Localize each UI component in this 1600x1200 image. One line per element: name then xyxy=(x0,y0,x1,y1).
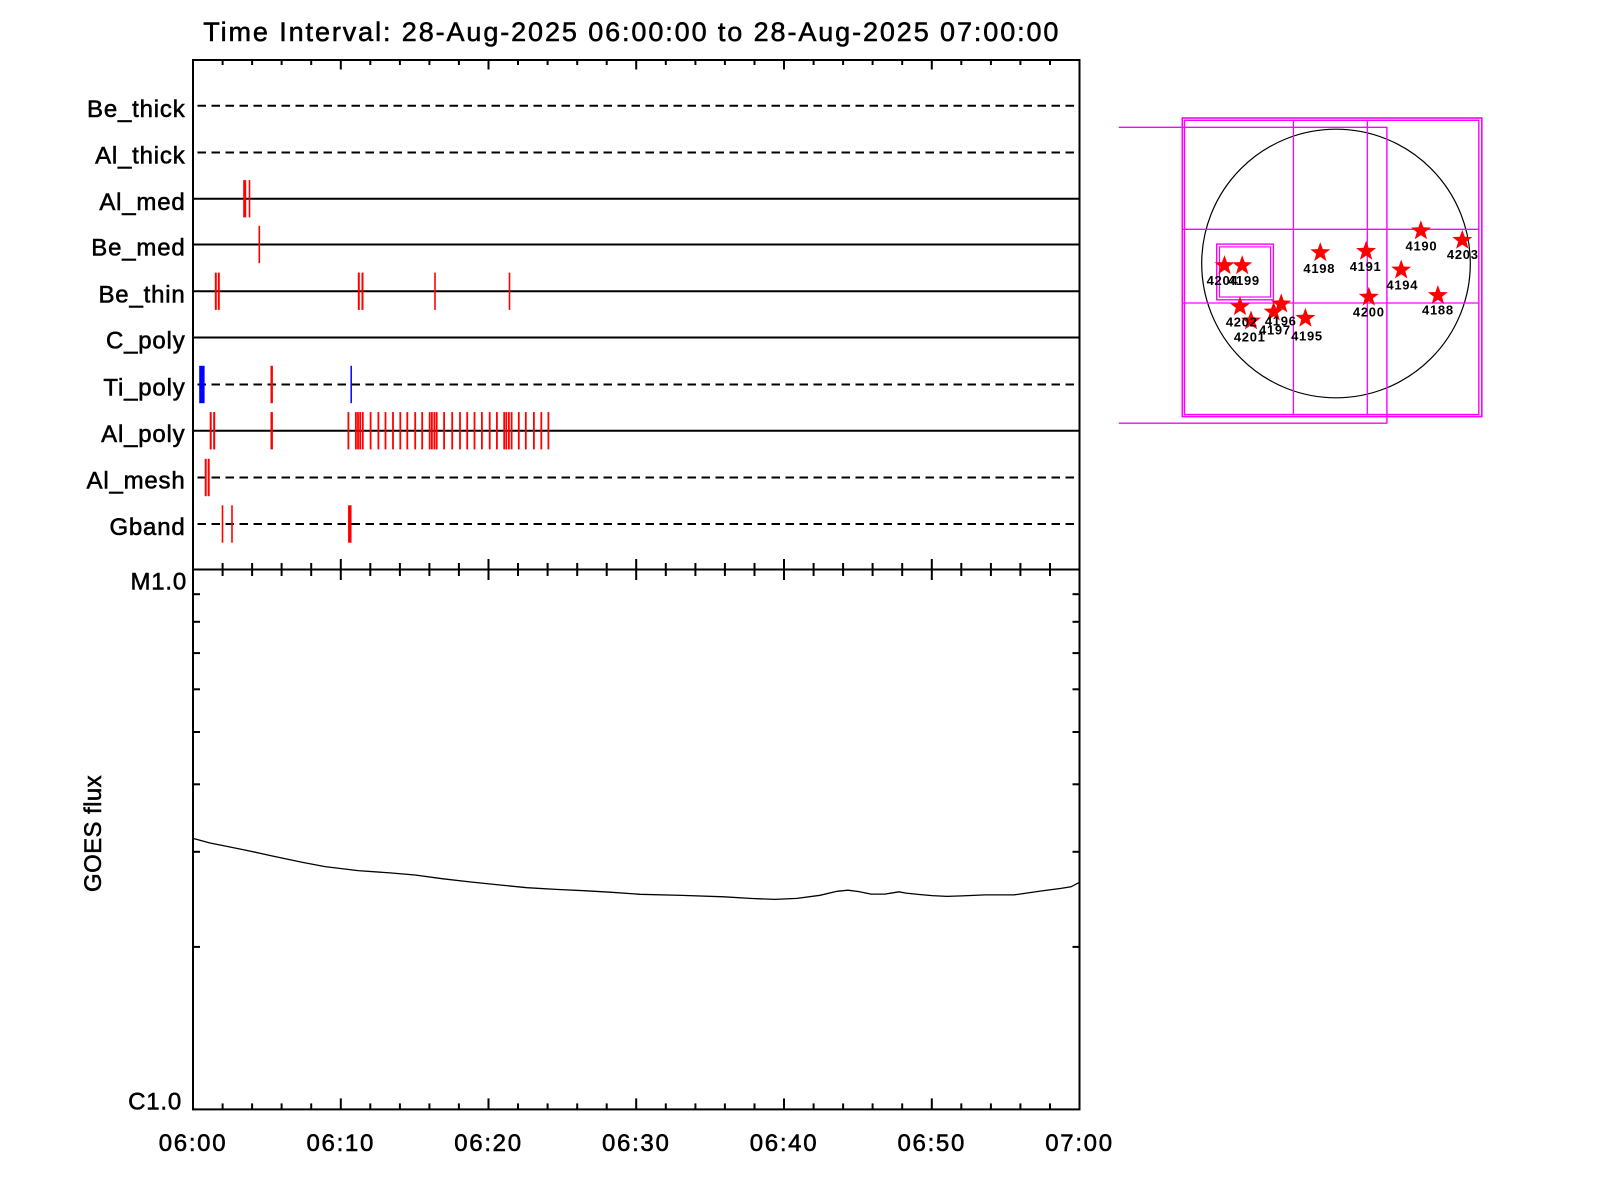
svg-text:Be_med: Be_med xyxy=(91,235,185,262)
svg-text:4197: 4197 xyxy=(1259,323,1291,338)
svg-text:07:00: 07:00 xyxy=(1045,1130,1114,1157)
svg-text:Al_mesh: Al_mesh xyxy=(87,468,186,495)
svg-text:4201: 4201 xyxy=(1234,330,1266,345)
svg-text:4198: 4198 xyxy=(1303,261,1335,276)
svg-text:4204: 4204 xyxy=(1207,273,1239,288)
svg-text:Gband: Gband xyxy=(109,514,185,541)
svg-text:Be_thick: Be_thick xyxy=(87,96,186,123)
svg-text:C_poly: C_poly xyxy=(106,328,186,355)
svg-text:M1.0: M1.0 xyxy=(130,569,187,596)
svg-text:4194: 4194 xyxy=(1386,277,1418,292)
svg-text:4188: 4188 xyxy=(1422,302,1454,317)
svg-text:4199: 4199 xyxy=(1228,273,1260,288)
svg-text:Be_thin: Be_thin xyxy=(99,281,186,308)
svg-text:GOES flux: GOES flux xyxy=(80,775,107,892)
svg-text:4203: 4203 xyxy=(1447,247,1479,262)
svg-text:4195: 4195 xyxy=(1291,328,1323,343)
svg-text:Time Interval: 28-Aug-2025 06:: Time Interval: 28-Aug-2025 06:00:00 to 2… xyxy=(203,17,1060,47)
svg-text:4202: 4202 xyxy=(1226,315,1258,330)
svg-text:06:40: 06:40 xyxy=(750,1130,819,1157)
svg-text:06:00: 06:00 xyxy=(159,1130,228,1157)
svg-text:C1.0: C1.0 xyxy=(128,1089,182,1116)
svg-text:06:10: 06:10 xyxy=(306,1130,375,1157)
svg-text:Al_med: Al_med xyxy=(99,189,185,216)
svg-text:06:30: 06:30 xyxy=(602,1130,671,1157)
svg-text:Ti_poly: Ti_poly xyxy=(103,375,185,402)
svg-text:Al_poly: Al_poly xyxy=(101,421,185,448)
svg-text:06:50: 06:50 xyxy=(897,1130,966,1157)
svg-text:4200: 4200 xyxy=(1353,305,1385,320)
svg-text:4191: 4191 xyxy=(1350,259,1382,274)
svg-text:4190: 4190 xyxy=(1406,239,1438,254)
svg-text:06:20: 06:20 xyxy=(454,1130,523,1157)
svg-text:Al_thick: Al_thick xyxy=(95,143,186,170)
svg-text:4196: 4196 xyxy=(1265,313,1297,328)
